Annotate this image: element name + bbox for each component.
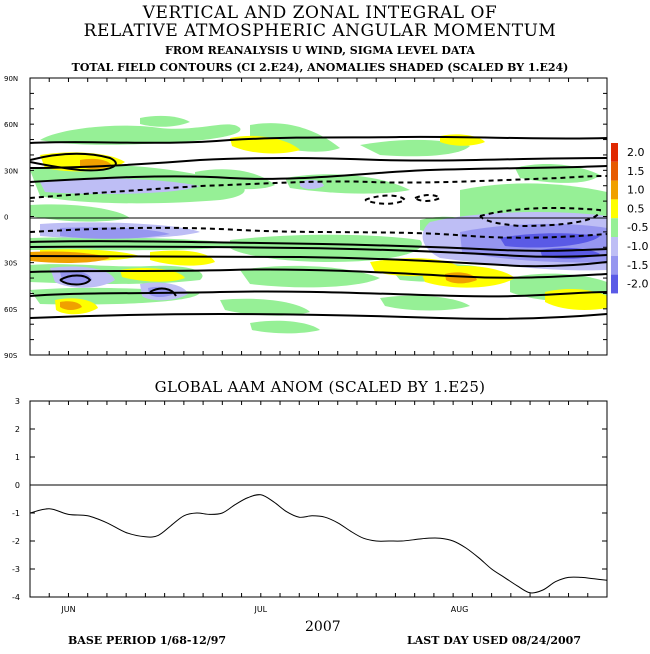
latitude-tick-label: 90S	[4, 352, 18, 360]
y-tick-label: 3	[15, 397, 20, 406]
contour-line	[30, 165, 607, 183]
anom-region	[445, 272, 477, 284]
colorbar-label: 0.5	[627, 202, 645, 215]
y-tick-label: 1	[15, 453, 20, 462]
latitude-tick-label: 90N	[4, 75, 18, 83]
colorbar-swatch	[611, 218, 618, 237]
contour-line	[59, 274, 92, 286]
latitude-tick-label: 0	[4, 214, 8, 222]
anom-region	[30, 251, 110, 263]
y-tick-label: -3	[12, 565, 20, 574]
subtitle-data-source: FROM REANALYSIS U WIND, SIGMA LEVEL DATA	[165, 44, 475, 57]
colorbar-label: -0.5	[627, 221, 648, 234]
x-tick-label: JUL	[253, 605, 267, 614]
colorbar-label: -1.0	[627, 240, 648, 253]
anom-region	[380, 295, 470, 311]
contour-line	[479, 207, 602, 228]
contour-line	[30, 312, 607, 320]
anomaly-shading	[30, 115, 607, 334]
x-tick-label: AUG	[451, 605, 469, 614]
contour-line	[30, 175, 607, 199]
anom-region	[285, 174, 410, 194]
colorbar-label: 1.5	[627, 165, 645, 178]
year-label: 2007	[305, 619, 341, 635]
contour-line	[149, 287, 177, 297]
contour-line	[30, 255, 607, 268]
aam-timeseries-panel: 3 2 1 0 -1 -2 -3 -4 JUN JUL AUG	[12, 397, 608, 614]
latitude-tick-label: 30S	[4, 260, 18, 268]
y-tick-label: -1	[12, 509, 20, 518]
subtitle-contour-info: TOTAL FIELD CONTOURS (CI 2.E24), ANOMALI…	[71, 61, 569, 74]
colorbar-label: -2.0	[627, 278, 648, 291]
colorbar-label: 1.0	[627, 184, 645, 197]
y-tick-label: 2	[15, 425, 20, 434]
anom-region	[150, 250, 215, 266]
base-period-label: BASE PERIOD 1/68-12/97	[68, 634, 227, 647]
anom-region	[230, 135, 300, 154]
last-day-label: LAST DAY USED 08/24/2007	[407, 634, 581, 647]
contour-line	[30, 268, 607, 279]
contour-line	[364, 194, 407, 205]
contour-line	[30, 226, 607, 239]
colorbar-swatch	[611, 143, 618, 162]
contour-line	[30, 290, 607, 298]
contour-line	[30, 245, 607, 258]
latitude-tick-label: 30N	[4, 167, 18, 175]
anom-region	[60, 270, 92, 284]
timeseries-x-labels: JUN JUL AUG	[60, 605, 468, 614]
aam-anomaly-line	[30, 494, 607, 594]
anom-region	[360, 139, 470, 157]
colorbar: 2.0 1.5 1.0 0.5 -0.5 -1.0 -1.5 -2.0	[611, 143, 648, 294]
colorbar-swatch	[611, 237, 618, 256]
y-tick-label: -2	[12, 537, 20, 546]
anom-region	[40, 178, 200, 194]
colorbar-label: -1.5	[627, 259, 648, 272]
latitude-tick-label: 60S	[4, 306, 18, 314]
latitude-tick-label: 60N	[4, 121, 18, 129]
colorbar-swatch	[611, 199, 618, 219]
colorbar-swatch	[611, 255, 618, 275]
title-line-1: VERTICAL AND ZONAL INTEGRAL OF	[142, 3, 498, 23]
y-tick-label: 0	[15, 481, 20, 490]
colorbar-label: 2.0	[627, 146, 645, 159]
title-line-2: RELATIVE ATMOSPHERIC ANGULAR MOMENTUM	[83, 21, 557, 41]
contour-line	[30, 135, 607, 144]
colorbar-swatch	[611, 180, 618, 200]
x-tick-label: JUN	[60, 605, 75, 614]
anom-region	[30, 204, 130, 222]
contour-line	[414, 194, 442, 202]
timeseries-y-labels: 3 2 1 0 -1 -2 -3 -4	[12, 397, 20, 602]
anom-region	[250, 320, 320, 334]
anom-region	[220, 298, 310, 316]
colorbar-swatch	[611, 274, 618, 294]
timeseries-ticks	[29, 400, 608, 598]
hovmoller-panel: 90N 60N 30N 0 30S 60S 90S	[4, 75, 608, 360]
colorbar-swatch	[611, 161, 618, 181]
hovmoller-ticks	[29, 77, 608, 356]
anom-region	[40, 124, 241, 145]
y-tick-label: -4	[12, 593, 20, 602]
contour-line	[30, 157, 607, 169]
total-field-contours	[30, 135, 607, 320]
anom-region	[60, 301, 82, 310]
latitude-labels: 90N 60N 30N 0 30S 60S 90S	[4, 75, 18, 360]
anom-region	[140, 115, 190, 127]
timeseries-title: GLOBAL AAM ANOM (SCALED BY 1.E25)	[154, 378, 486, 396]
anom-region	[30, 237, 240, 251]
timeseries-frame	[29, 400, 608, 598]
contour-line	[30, 240, 607, 252]
